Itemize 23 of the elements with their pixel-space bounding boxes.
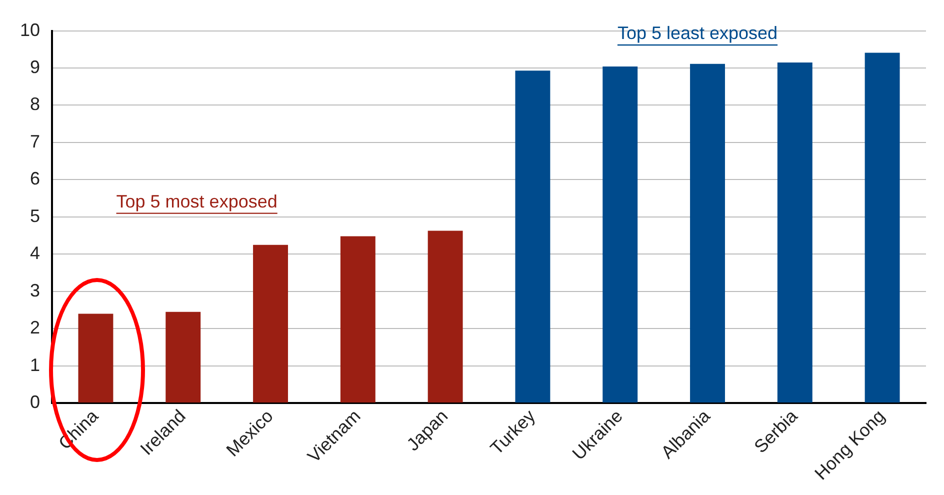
y-tick-label: 10 (20, 20, 40, 40)
y-tick-label: 7 (30, 131, 40, 152)
bar (515, 70, 550, 403)
bar (864, 52, 900, 403)
y-tick-label: 1 (30, 354, 40, 375)
y-tick-label: 8 (30, 94, 40, 114)
bar (78, 314, 114, 403)
y-tick-label: 4 (30, 243, 40, 264)
bar (690, 64, 725, 403)
bar (428, 230, 463, 403)
bar (253, 244, 288, 403)
y-tick-label: 5 (30, 206, 40, 226)
y-tick-label: 9 (30, 56, 40, 77)
annotation: Top 5 most exposed (116, 191, 278, 212)
bar (340, 236, 376, 403)
bar (777, 62, 812, 403)
y-tick-label: 2 (30, 318, 40, 338)
y-tick-label: 3 (30, 280, 40, 300)
y-tick-label: 6 (30, 168, 40, 189)
bar (602, 66, 638, 403)
y-tick-label: 0 (30, 392, 40, 412)
bar (166, 312, 201, 403)
annotation: Top 5 least exposed (617, 22, 778, 43)
